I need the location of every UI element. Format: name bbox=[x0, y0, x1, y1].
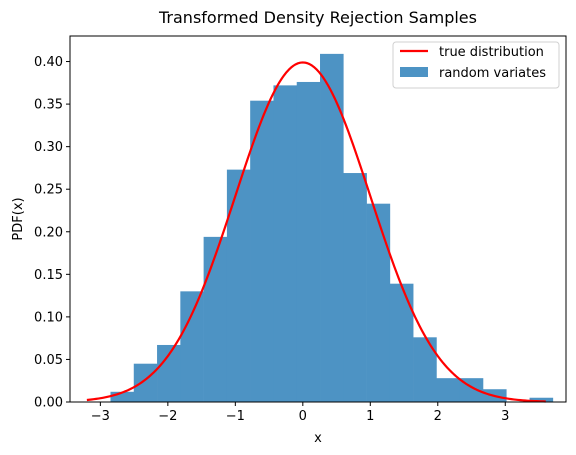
histogram-bar bbox=[389, 283, 414, 402]
legend-label-true-distribution: true distribution bbox=[439, 45, 544, 60]
histogram-bar bbox=[180, 291, 204, 402]
histogram-bar bbox=[529, 397, 554, 402]
histogram-bar bbox=[413, 337, 437, 402]
histogram-bar bbox=[133, 363, 158, 402]
y-tick-label: 0.20 bbox=[34, 225, 63, 240]
y-tick-label: 0.00 bbox=[34, 396, 63, 411]
x-tick-label: −3 bbox=[91, 409, 110, 424]
legend-bar-swatch bbox=[400, 67, 428, 77]
histogram-bar bbox=[203, 236, 228, 402]
plot-frame bbox=[69, 35, 567, 403]
histogram-bar bbox=[320, 53, 344, 403]
histogram-bar bbox=[110, 391, 135, 402]
x-axis-label: x bbox=[314, 431, 322, 446]
histogram-bars bbox=[110, 53, 554, 403]
x-tick-label: 0 bbox=[299, 409, 307, 424]
x-tick-label: 3 bbox=[501, 409, 509, 424]
legend: true distribution random variates bbox=[392, 41, 560, 89]
y-tick-label: 0.10 bbox=[34, 310, 63, 325]
x-tick-label: 2 bbox=[434, 409, 442, 424]
histogram-bar bbox=[226, 169, 251, 402]
y-tick-label: 0.15 bbox=[34, 268, 63, 283]
histogram-bar bbox=[436, 378, 461, 402]
y-axis-label: PDF(x) bbox=[11, 197, 26, 240]
histogram-bar bbox=[273, 85, 298, 403]
legend-box bbox=[392, 41, 560, 89]
histogram-bar bbox=[296, 81, 321, 403]
legend-label-random-variates: random variates bbox=[439, 66, 546, 81]
histogram-bar bbox=[366, 203, 391, 402]
y-tick-label: 0.05 bbox=[34, 353, 63, 368]
histogram-bar bbox=[157, 344, 181, 402]
x-tick-label: 1 bbox=[366, 409, 374, 424]
chart-title: Transformed Density Rejection Samples bbox=[158, 8, 477, 27]
pdf-curve bbox=[86, 61, 546, 403]
pdf-curve-group bbox=[86, 61, 546, 403]
x-tick-label: −2 bbox=[158, 409, 177, 424]
x-tick-label: −1 bbox=[226, 409, 245, 424]
histogram-bar bbox=[343, 173, 367, 402]
y-tick-label: 0.30 bbox=[34, 140, 63, 155]
y-axis-ticks: 0.00 0.05 0.10 0.15 0.20 0.25 0.30 0.35 0.40 bbox=[34, 55, 70, 411]
y-tick-label: 0.35 bbox=[34, 98, 63, 113]
y-tick-label: 0.25 bbox=[34, 183, 63, 198]
y-tick-label: 0.40 bbox=[34, 55, 63, 70]
histogram-bar bbox=[250, 100, 274, 402]
x-axis-ticks: −3 −2 −1 0 1 2 3 bbox=[91, 402, 509, 424]
